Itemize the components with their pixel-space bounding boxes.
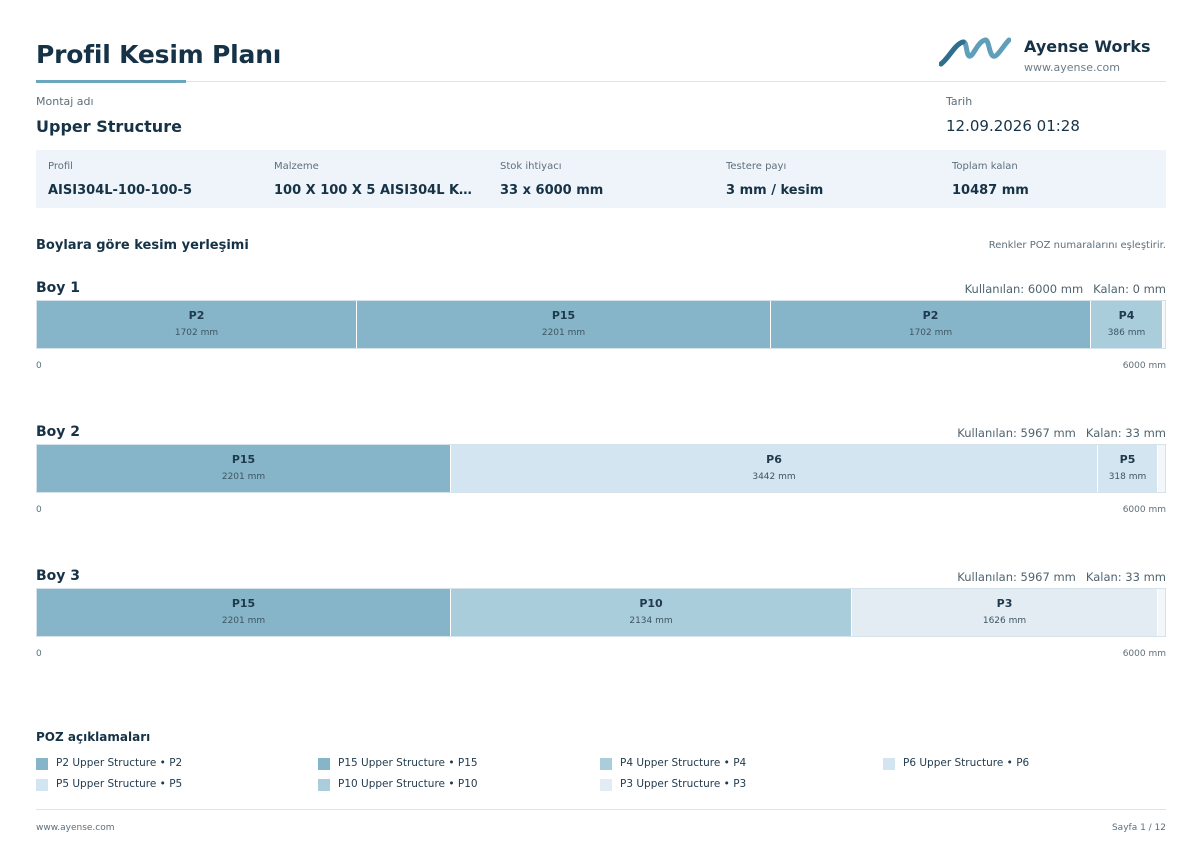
assembly-label: Montaj adı: [36, 95, 94, 108]
info-value: 100 X 100 X 5 AISI304L KUTU PROFİL: [274, 183, 476, 198]
segment-poz-label: P15: [231, 597, 256, 610]
segment-poz-label: P6: [766, 453, 782, 466]
info-saw-kerf: Testere payı 3 mm / kesim: [714, 150, 940, 208]
segment-poz-label: P10: [639, 597, 663, 610]
info-label: Malzeme: [274, 161, 319, 172]
cut-segment-p4: P4 386 mm: [1091, 301, 1163, 348]
info-profile: Profil AISI304L-100-100-5: [36, 150, 262, 208]
legend-color-swatch: [883, 758, 895, 770]
brand-logo-icon: [939, 37, 1011, 67]
info-total-remaining: Toplam kalan 10487 mm: [940, 150, 1166, 208]
footer-url: www.ayense.com: [36, 823, 115, 833]
segment-length-label: 2201 mm: [541, 328, 586, 338]
legend-title: POZ açıklamaları: [36, 730, 151, 744]
info-material: Malzeme 100 X 100 X 5 AISI304L KUTU PROF…: [262, 150, 488, 208]
title-accent-underline: [36, 80, 186, 83]
brand-name: Ayense Works: [1024, 37, 1151, 56]
page-title: Profil Kesim Planı: [36, 40, 282, 69]
legend-color-swatch: [36, 758, 48, 770]
stock-bar-title: Boy 3: [36, 568, 81, 584]
legend-color-swatch: [600, 758, 612, 770]
cut-bar: P15 2201 mm P6 3442 mm P5 318 mm: [36, 444, 1166, 493]
date-label: Tarih: [946, 95, 973, 108]
legend-color-swatch: [318, 758, 330, 770]
page-number: Sayfa 1 / 12: [1111, 823, 1166, 833]
info-stock: Stok ihtiyacı 33 x 6000 mm: [488, 150, 714, 208]
segment-poz-label: P2: [188, 309, 205, 322]
legend-label: P2 Upper Structure • P2: [56, 757, 183, 769]
cut-segment-p15: P15 2201 mm: [357, 301, 771, 348]
cut-segment-p5: P5 318 mm: [1098, 445, 1158, 492]
legend-color-swatch: [318, 779, 330, 791]
footer-divider: [36, 809, 1166, 810]
legend-color-swatch: [36, 779, 48, 791]
axis-end-label: 6000 mm: [1122, 649, 1166, 659]
cut-segment-p3: P3 1626 mm: [852, 589, 1158, 636]
axis-end-label: 6000 mm: [1122, 505, 1166, 515]
used-length: Kullanılan: 5967 mm: [957, 426, 1076, 440]
segment-poz-label: P3: [996, 597, 1013, 610]
used-length: Kullanılan: 6000 mm: [964, 282, 1084, 296]
cut-bar: P15 2201 mm P10 2134 mm P3 1626 mm: [36, 588, 1166, 637]
legend-label: P4 Upper Structure • P4: [620, 757, 747, 769]
info-value: AISI304L-100-100-5: [48, 183, 193, 198]
segment-length-label: 1702 mm: [174, 328, 219, 338]
used-length: Kullanılan: 5967 mm: [957, 570, 1076, 584]
segment-length-label: 3442 mm: [752, 472, 796, 482]
cut-segment-p2: P2 1702 mm: [771, 301, 1091, 348]
header-divider: [36, 81, 1166, 82]
brand-url: www.ayense.com: [1024, 61, 1120, 74]
stock-bar-title: Boy 1: [36, 280, 81, 296]
section-note: Renkler POZ numaralarını eşleştirir.: [988, 240, 1166, 251]
remaining-length: Kalan: 0 mm: [1093, 282, 1166, 296]
axis-start-label: 0: [36, 505, 42, 515]
segment-poz-label: P4: [1118, 309, 1135, 322]
stock-bar-stats: Kullanılan: 6000 mm Kalan: 0 mm: [955, 282, 1166, 296]
profile-info-panel: Profil AISI304L-100-100-5 Malzeme 100 X …: [36, 150, 1166, 208]
stock-bar-stats: Kullanılan: 5967 mm Kalan: 33 mm: [947, 570, 1166, 584]
remaining-length: Kalan: 33 mm: [1085, 570, 1166, 584]
legend-label: P3 Upper Structure • P3: [620, 778, 747, 790]
info-value: 3 mm / kesim: [726, 183, 824, 198]
info-value: 10487 mm: [952, 183, 1029, 198]
info-value: 33 x 6000 mm: [500, 183, 604, 198]
segment-poz-label: P15: [551, 309, 576, 322]
segment-length-label: 1702 mm: [908, 328, 953, 338]
legend-label: P10 Upper Structure • P10: [338, 778, 478, 790]
axis-start-label: 0: [36, 649, 42, 659]
info-label: Stok ihtiyacı: [500, 161, 562, 172]
section-title: Boylara göre kesim yerleşimi: [36, 238, 249, 253]
stock-bar-title: Boy 2: [36, 424, 81, 440]
segment-length-label: 2134 mm: [629, 616, 673, 626]
segment-length-label: 386 mm: [1107, 328, 1146, 338]
axis-end-label: 6000 mm: [1122, 361, 1166, 371]
date-value: 12.09.2026 01:28: [946, 117, 1080, 135]
cut-segment-p2: P2 1702 mm: [37, 301, 357, 348]
cut-segment-p15: P15 2201 mm: [37, 589, 451, 636]
cut-segment-p6: P6 3442 mm: [451, 445, 1098, 492]
segment-poz-label: P15: [231, 453, 256, 466]
legend-label: P15 Upper Structure • P15: [338, 757, 478, 769]
cut-segment-p15: P15 2201 mm: [37, 445, 451, 492]
axis-start-label: 0: [36, 361, 42, 371]
legend-label: P5 Upper Structure • P5: [56, 778, 183, 790]
segment-length-label: 1626 mm: [982, 616, 1027, 626]
info-label: Profil: [48, 161, 73, 172]
cutting-plan-page: Profil Kesim Planı Ayense Works www.ayen…: [36, 0, 1166, 849]
stock-bar-stats: Kullanılan: 5967 mm Kalan: 33 mm: [947, 426, 1166, 440]
assembly-value: Upper Structure: [36, 117, 182, 136]
legend-label: P6 Upper Structure • P6: [903, 757, 1030, 769]
info-label: Toplam kalan: [952, 161, 1018, 172]
cut-segment-p10: P10 2134 mm: [451, 589, 852, 636]
segment-poz-label: P2: [922, 309, 939, 322]
segment-poz-label: P5: [1119, 453, 1136, 466]
segment-length-label: 2201 mm: [221, 616, 266, 626]
cut-bar: P2 1702 mm P15 2201 mm P2 1702 mm P4 386 mm: [36, 300, 1166, 349]
legend-color-swatch: [600, 779, 612, 791]
info-label: Testere payı: [726, 161, 787, 172]
remaining-length: Kalan: 33 mm: [1085, 426, 1166, 440]
segment-length-label: 2201 mm: [221, 472, 266, 482]
segment-length-label: 318 mm: [1108, 472, 1147, 482]
